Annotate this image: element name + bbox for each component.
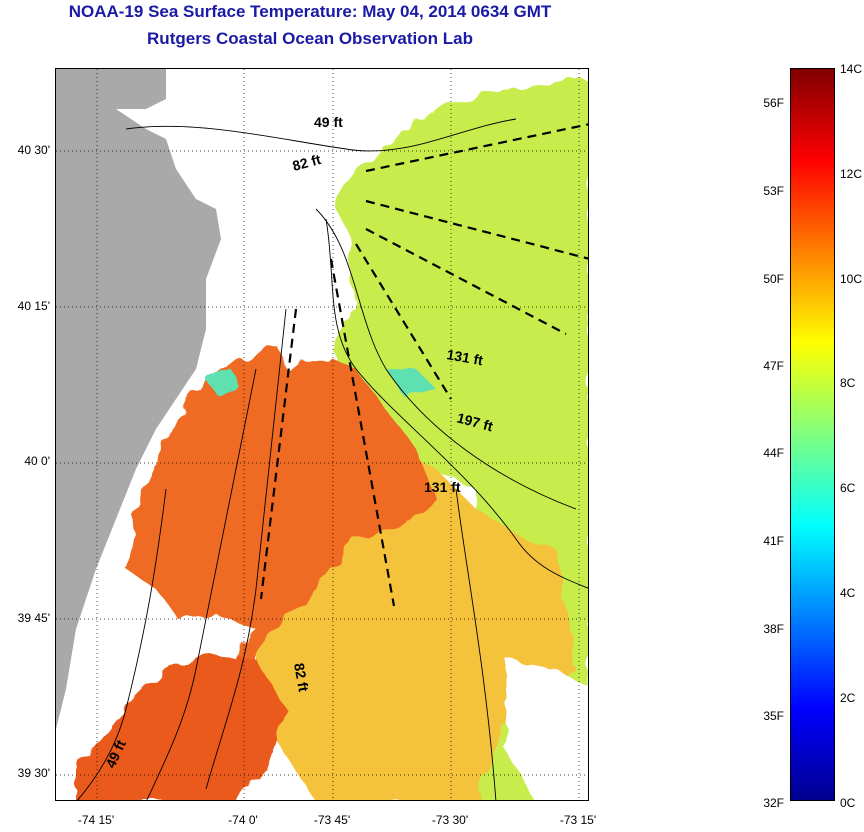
sst-map-canvas: 49 ft 82 ft 131 ft 197 ft 131 ft 82 ft 4…: [56, 69, 588, 800]
depth-label-82ft-north: 82 ft: [291, 151, 323, 174]
graticule: [56, 69, 588, 800]
colorbar-label-44f: 44F: [763, 446, 784, 460]
lat-label-39-45: 39 45': [17, 611, 50, 625]
transect-lines: [259, 123, 588, 607]
warm-water-region: [126, 339, 436, 669]
colorbar-label-10c: 10C: [840, 272, 863, 286]
depth-label-131ft-east: 131 ft: [445, 346, 484, 368]
temperature-colorbar: [790, 68, 835, 801]
lon-label-73-45: -73 45': [313, 813, 351, 827]
cool-coastal-fringe: [206, 369, 436, 399]
lon-label-74-0: -74 0': [228, 813, 258, 827]
colorbar-label-2c: 2C: [840, 691, 856, 705]
lat-label-40-30: 40 30': [17, 143, 50, 157]
colorbar-label-53f: 53F: [763, 184, 784, 198]
no-data-hole-east: [506, 659, 588, 800]
colorbar-label-14c: 14C: [840, 62, 863, 76]
colorbar-label-12c: 12C: [840, 167, 863, 181]
lat-label-39-30: 39 30': [17, 766, 50, 780]
lon-label-73-15: -73 15': [559, 813, 597, 827]
colorbar-label-56f: 56F: [763, 96, 784, 110]
depth-label-49ft-north: 49 ft: [314, 114, 343, 130]
lon-label-74-15: -74 15': [77, 813, 115, 827]
colorbar-label-32f: 32F: [763, 796, 784, 810]
colorbar-label-38f: 38F: [763, 622, 784, 636]
colorbar-label-41f: 41F: [763, 534, 784, 548]
no-data-hole-bay: [216, 89, 356, 369]
colorbar-label-8c: 8C: [840, 376, 856, 390]
depth-label-82ft-south: 82 ft: [291, 662, 312, 693]
sst-map: 49 ft 82 ft 131 ft 197 ft 131 ft 82 ft 4…: [55, 68, 589, 801]
lat-label-40-0: 40 0': [24, 454, 50, 468]
colorbar-label-4c: 4C: [840, 586, 856, 600]
map-subtitle: Rutgers Coastal Ocean Observation Lab: [147, 29, 473, 48]
colorbar-label-35f: 35F: [763, 709, 784, 723]
warm-water-south-region: [76, 649, 286, 800]
colorbar-label-0c: 0C: [840, 796, 856, 810]
land-long-island: [96, 69, 166, 109]
lat-label-40-15: 40 15': [17, 299, 50, 313]
colorbar-label-50f: 50F: [763, 272, 784, 286]
colorbar-label-6c: 6C: [840, 481, 856, 495]
colorbar-label-47f: 47F: [763, 359, 784, 373]
no-data-hole-south: [146, 614, 256, 659]
depth-label-131ft-south: 131 ft: [424, 479, 461, 495]
lon-label-73-30: -73 30': [431, 813, 469, 827]
isobath-contours: [77, 118, 588, 800]
map-title: NOAA-19 Sea Surface Temperature: May 04,…: [68, 2, 552, 21]
